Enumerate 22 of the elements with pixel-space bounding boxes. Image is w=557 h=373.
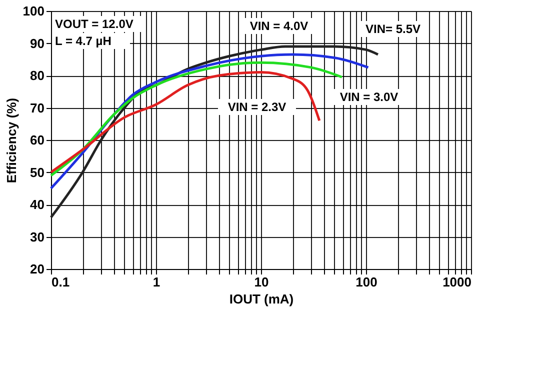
y-tick-label: 20 — [30, 262, 44, 276]
x-tick-label: 1 — [152, 274, 160, 290]
annotation: VIN = 2.3V — [228, 100, 286, 114]
annotation: VIN = 3.0V — [340, 90, 398, 104]
annotation: VOUT = 12.0V — [55, 17, 134, 31]
x-tick-label: 1000 — [442, 274, 472, 290]
y-tick-label: 40 — [30, 197, 44, 212]
annotation: VIN = 4.0V — [250, 19, 308, 33]
x-axis-title: IOUT (mA) — [229, 292, 294, 306]
y-tick-label: 60 — [30, 132, 44, 148]
annotation: VIN= 5.5V — [365, 22, 421, 36]
y-tick-label: 90 — [30, 36, 44, 51]
x-tick-label: 10 — [254, 274, 269, 290]
y-tick-label: 30 — [30, 229, 44, 244]
y-tick-label: 100 — [22, 4, 44, 18]
annotation: L = 4.7 µH — [55, 34, 112, 48]
y-tick-label: 50 — [30, 164, 44, 180]
x-tick-label: 100 — [356, 274, 378, 290]
y-tick-label: 80 — [30, 68, 44, 83]
y-axis-title: Efficiency (%) — [4, 98, 19, 184]
x-tick-label: 0.1 — [52, 274, 70, 290]
y-tick-label: 70 — [30, 100, 44, 116]
